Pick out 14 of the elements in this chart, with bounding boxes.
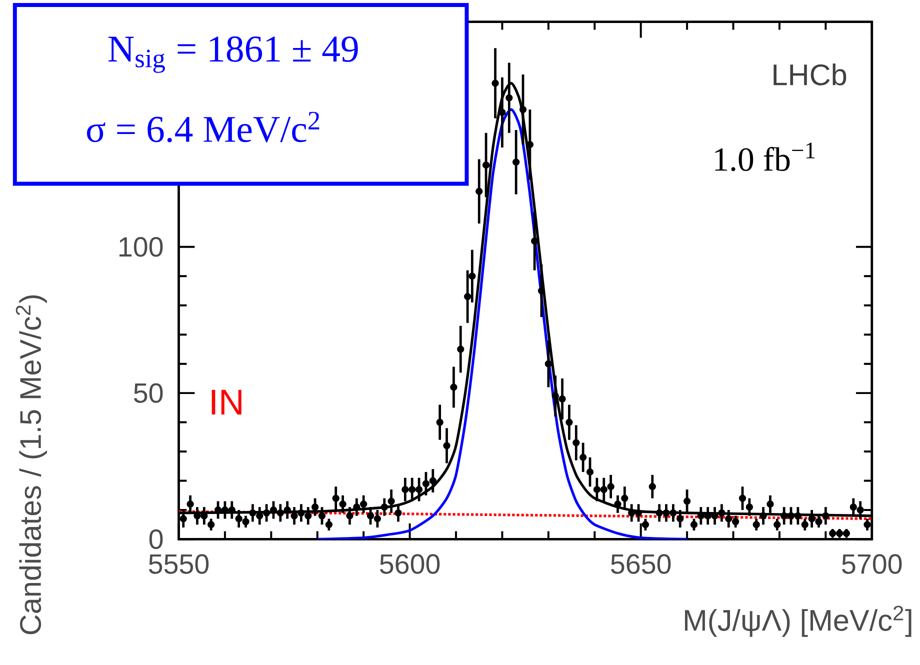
annotation: σ = 6.4 MeV/c$^{2}$ xyxy=(86,112,320,142)
x-tick-label: 5700 xyxy=(842,554,902,574)
y-axis-title: Candidates / (1.5 MeV/c$^{2}$) xyxy=(16,295,47,634)
annotation: N$_{sig}$ = 1861 ± 49 xyxy=(108,36,358,73)
x-tick-label: 5600 xyxy=(380,554,440,574)
y-tick-label: 50 xyxy=(134,383,163,403)
x-axis-title: M(J/ψΛ) [MeV/c$^{2}$] xyxy=(685,606,912,637)
annotation: 1.0 fb$^{−1}$ xyxy=(715,142,815,171)
y-tick-label: 100 xyxy=(120,236,163,257)
y-tick-label: 0 xyxy=(149,529,163,549)
annotation: IN xyxy=(212,390,242,414)
annotation: LHCb xyxy=(774,63,846,86)
x-tick-label: 5650 xyxy=(611,554,671,574)
x-tick-label: 5550 xyxy=(148,554,209,574)
